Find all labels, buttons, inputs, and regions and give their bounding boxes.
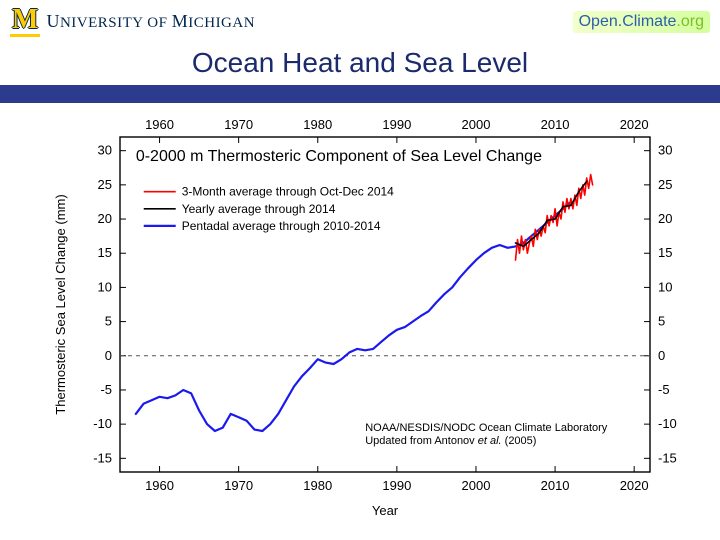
oc-org: .org [676,13,704,30]
ytick-left: 20 [98,211,112,226]
xtick-bottom: 1980 [303,478,332,493]
ytick-right: -5 [658,382,670,397]
xtick-top: 2010 [541,117,570,132]
legend-label: Yearly average through 2014 [182,202,336,216]
x-axis-label: Year [372,503,399,518]
ytick-left: 25 [98,177,112,192]
chart-title: 0-2000 m Thermosteric Component of Sea L… [136,148,542,165]
university-rest: NIVERSITY OF [60,15,172,31]
ytick-left: -10 [93,416,112,431]
legend-label: Pentadal average through 2010-2014 [182,219,381,233]
university-lead: U [46,11,60,31]
xtick-bottom: 1970 [224,478,253,493]
ytick-right: -15 [658,450,677,465]
chart-svg: 1960196019701970198019801990199020002000… [0,107,720,527]
ytick-left: 0 [105,348,112,363]
oc-climate: Climate [622,13,676,30]
chart-credit-1: NOAA/NESDIS/NODC Ocean Climate Laborator… [365,422,608,434]
chart-credit-2: Updated from Antonov et al. (2005) [365,435,536,447]
title-wrap: Ocean Heat and Sea Level [0,47,720,79]
xtick-top: 1990 [382,117,411,132]
ytick-left: 30 [98,143,112,158]
ytick-right: -10 [658,416,677,431]
m-block-icon: M [10,6,40,37]
ytick-right: 15 [658,245,672,260]
ytick-right: 0 [658,348,665,363]
legend-label: 3-Month average through Oct-Dec 2014 [182,185,394,199]
xtick-top: 2020 [620,117,649,132]
ytick-left: 15 [98,245,112,260]
university-logo: M UNIVERSITY OF MICHIGAN [10,6,255,37]
xtick-bottom: 2010 [541,478,570,493]
ytick-right: 25 [658,177,672,192]
y-axis-label: Thermosteric Sea Level Change (mm) [53,194,68,414]
oc-open: Open. [579,13,623,30]
ytick-right: 20 [658,211,672,226]
ytick-right: 5 [658,314,665,329]
university-lead2: M [172,11,189,31]
chart: 1960196019701970198019801990199020002000… [0,107,720,527]
ytick-right: 30 [658,143,672,158]
openclimate-badge: Open.Climate.org [573,11,710,33]
xtick-top: 1960 [145,117,174,132]
xtick-bottom: 1990 [382,478,411,493]
xtick-bottom: 2000 [462,478,491,493]
university-rest2: ICHIGAN [188,15,255,31]
ytick-left: -5 [100,382,112,397]
xtick-top: 1970 [224,117,253,132]
slide-title: Ocean Heat and Sea Level [0,47,720,79]
ytick-right: 10 [658,279,672,294]
header: M UNIVERSITY OF MICHIGAN Open.Climate.or… [0,0,720,39]
xtick-bottom: 1960 [145,478,174,493]
title-underline-bar [0,85,720,103]
ytick-left: 10 [98,279,112,294]
ytick-left: 5 [105,314,112,329]
xtick-top: 1980 [303,117,332,132]
xtick-bottom: 2020 [620,478,649,493]
ytick-left: -15 [93,450,112,465]
xtick-top: 2000 [462,117,491,132]
university-name: UNIVERSITY OF MICHIGAN [46,11,255,32]
